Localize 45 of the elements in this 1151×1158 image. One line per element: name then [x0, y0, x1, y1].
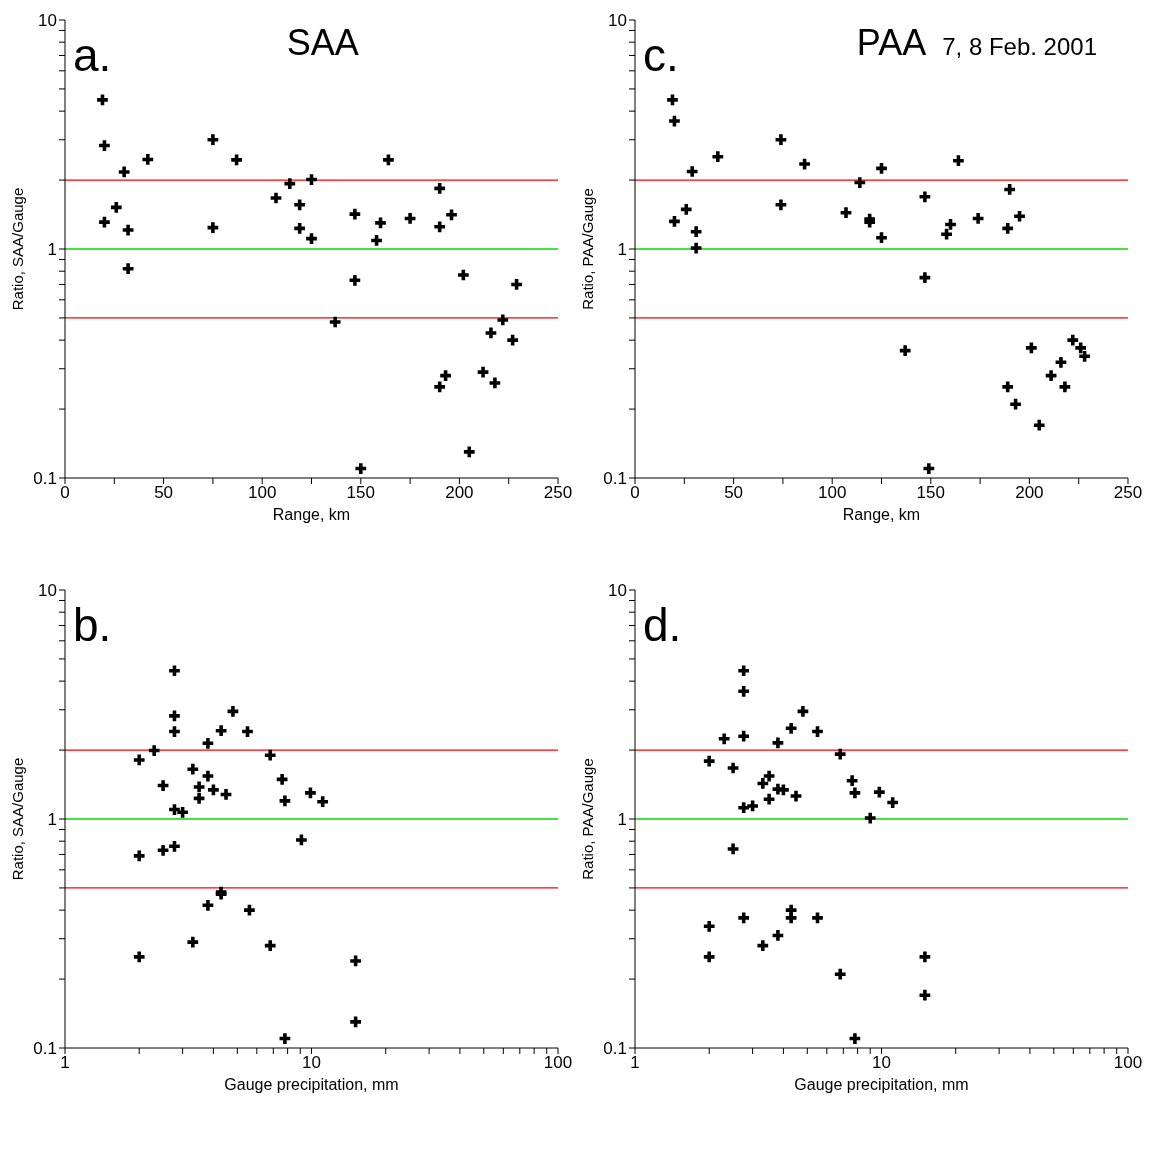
x-tick-label: 1 — [60, 1053, 70, 1073]
x-axis-title: Range, km — [272, 506, 351, 523]
chart-title: PAA — [856, 22, 927, 64]
y-axis-title: Ratio, PAA/Gauge — [579, 758, 597, 880]
x-axis-title: Range, km — [842, 506, 921, 523]
x-tick-label: 0 — [630, 483, 640, 503]
x-tick-label: 1 — [630, 1053, 640, 1073]
x-tick-label: 200 — [1015, 483, 1044, 503]
y-tick-label: 0.1 — [603, 1039, 627, 1059]
y-tick-label: 10 — [608, 11, 627, 31]
x-axis-title: Gauge precipitation, mm — [224, 1076, 399, 1093]
x-tick-label: 10 — [302, 1053, 321, 1073]
chart-title: SAA — [286, 22, 359, 64]
x-tick-label: 100 — [818, 483, 847, 503]
annotation: d. — [643, 598, 682, 652]
x-tick-label: 250 — [1113, 483, 1143, 503]
x-tick-label: 150 — [916, 483, 945, 503]
y-tick-label: 1 — [47, 810, 57, 830]
y-tick-label: 0.1 — [33, 1039, 57, 1059]
x-tick-label: 0 — [60, 483, 70, 503]
y-tick-label: 0.1 — [603, 469, 627, 489]
y-axis-title: Ratio, PAA/Gauge — [579, 188, 597, 310]
y-tick-label: 10 — [38, 581, 57, 601]
x-tick-label: 100 — [543, 1053, 573, 1073]
y-axis-title: Ratio, SAA/Gauge — [9, 187, 27, 311]
y-tick-label: 1 — [617, 240, 627, 260]
y-tick-label: 1 — [617, 810, 627, 830]
x-tick-label: 50 — [724, 483, 744, 503]
x-tick-label: 100 — [248, 483, 277, 503]
x-tick-label: 250 — [543, 483, 573, 503]
x-tick-label: 150 — [346, 483, 375, 503]
x-tick-label: 100 — [1113, 1053, 1143, 1073]
y-tick-label: 0.1 — [33, 469, 57, 489]
x-tick-label: 10 — [872, 1053, 891, 1073]
y-tick-label: 1 — [47, 240, 57, 260]
annotation: c. — [643, 28, 679, 82]
annotation: a. — [73, 28, 112, 82]
y-tick-label: 10 — [608, 581, 627, 601]
x-tick-label: 200 — [445, 483, 474, 503]
y-axis-title: Ratio, SAA/Gauge — [9, 757, 27, 881]
x-tick-label: 50 — [154, 483, 174, 503]
text: 7, 8 Feb. 2001 — [942, 33, 1097, 61]
y-tick-label: 10 — [38, 11, 57, 31]
x-axis-title: Gauge precipitation, mm — [794, 1076, 969, 1093]
annotation: b. — [73, 598, 112, 652]
